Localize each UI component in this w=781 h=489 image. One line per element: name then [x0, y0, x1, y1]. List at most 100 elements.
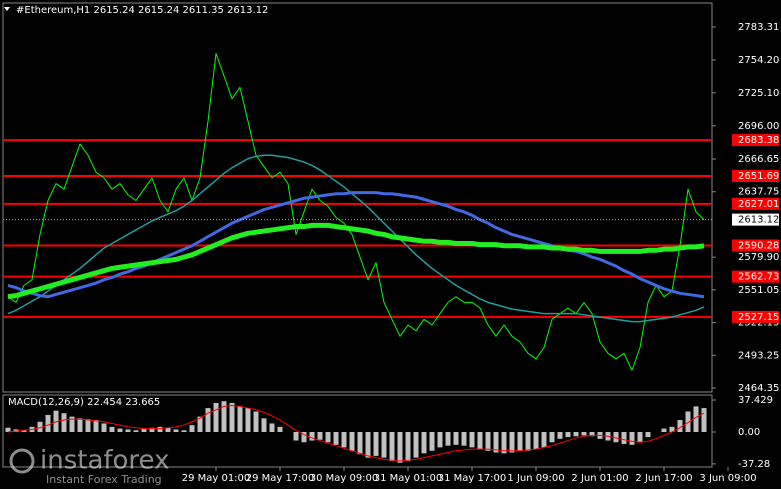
last-price-box: [732, 213, 779, 226]
bar: [109, 426, 115, 432]
bar: [333, 431, 339, 445]
bar: [77, 418, 83, 432]
bar: [125, 429, 131, 432]
watermark: instaforex Instant Forex Trading: [9, 446, 169, 486]
bar: [493, 431, 499, 453]
y-tick-label: 2725.10: [738, 88, 779, 99]
level-label: 2627.01: [738, 199, 779, 210]
level-label: 2683.38: [738, 135, 779, 146]
bar: [429, 431, 435, 451]
bar: [21, 430, 27, 432]
bar: [685, 411, 691, 432]
bar: [437, 431, 443, 448]
bar: [661, 428, 667, 432]
bar: [669, 426, 675, 432]
y-tick-label: 2579.90: [738, 252, 779, 263]
bar: [413, 431, 419, 458]
level-label: 2651.69: [738, 171, 779, 182]
last-price-label: 2613.12: [738, 215, 779, 226]
level-label-box: [732, 169, 779, 182]
bar: [509, 431, 515, 453]
bar: [373, 431, 379, 456]
x-tick-label: 2 Jun 17:00: [635, 473, 692, 484]
bar: [613, 431, 619, 443]
bar: [173, 429, 179, 432]
y-tick-label: 2464.35: [738, 383, 779, 394]
y-tick-label: 2783.31: [738, 22, 779, 33]
bar: [213, 402, 219, 432]
menu-arrow: [4, 7, 10, 11]
bar: [37, 421, 43, 432]
bar: [309, 431, 315, 441]
x-tick-label: 1 Jun 09:00: [507, 473, 564, 484]
bar: [245, 408, 251, 432]
bar: [365, 431, 371, 458]
bar: [589, 431, 595, 437]
y-tick-label: 2522.15: [738, 318, 779, 329]
level-label: 2590.28: [738, 240, 779, 251]
bar: [181, 430, 187, 432]
bar: [197, 416, 203, 432]
bar: [317, 431, 323, 440]
bar: [349, 431, 355, 451]
bar: [477, 431, 483, 450]
bar: [573, 431, 579, 437]
bar: [85, 419, 91, 432]
watermark-tagline: Instant Forex Trading: [46, 473, 162, 486]
bar: [237, 406, 243, 432]
bar: [205, 408, 211, 432]
bar: [557, 431, 563, 439]
y-tick-label: 2666.65: [738, 154, 779, 165]
bar: [357, 431, 363, 455]
bar: [525, 431, 531, 451]
bar: [397, 431, 403, 463]
bar: [469, 431, 475, 448]
bar: [45, 414, 51, 432]
bar: [389, 431, 395, 462]
bar: [501, 431, 507, 454]
y-tick-label: 2551.05: [738, 285, 779, 296]
bar: [189, 425, 195, 432]
bar: [453, 431, 459, 445]
bar: [165, 427, 171, 432]
bar: [645, 431, 651, 438]
bar: [229, 402, 235, 432]
series-line: [7, 222, 705, 300]
bar: [141, 428, 147, 432]
main-panel-frame: [2, 2, 713, 393]
bar: [421, 431, 427, 454]
bar: [93, 420, 99, 432]
bar: [381, 431, 387, 458]
bar: [629, 431, 635, 445]
y-tick-label: 2493.25: [738, 350, 779, 361]
series-line: [7, 405, 705, 462]
bar: [445, 431, 451, 446]
bar: [533, 431, 539, 450]
bar: [117, 428, 123, 432]
x-tick-label: 31 May 17:00: [438, 473, 507, 484]
bar: [61, 413, 67, 432]
bar: [637, 431, 643, 443]
bar: [149, 427, 155, 432]
x-tick-label: 31 May 01:00: [374, 473, 443, 484]
bar: [221, 401, 227, 432]
bar: [581, 431, 587, 436]
bar: [485, 431, 491, 451]
bar: [341, 431, 347, 448]
bar: [405, 431, 411, 462]
watermark-logo: [9, 448, 35, 474]
bar: [325, 431, 331, 443]
bar: [261, 418, 267, 432]
bar: [253, 411, 259, 432]
bar: [69, 416, 75, 432]
y-tick-label: 2637.75: [738, 187, 779, 198]
bar: [701, 408, 707, 432]
bar: [293, 431, 299, 441]
bar: [517, 431, 523, 451]
watermark-brand: instaforex: [40, 446, 169, 476]
level-label-box: [732, 310, 779, 323]
series-line: [7, 154, 705, 323]
bar: [693, 406, 699, 432]
bar: [5, 427, 11, 432]
